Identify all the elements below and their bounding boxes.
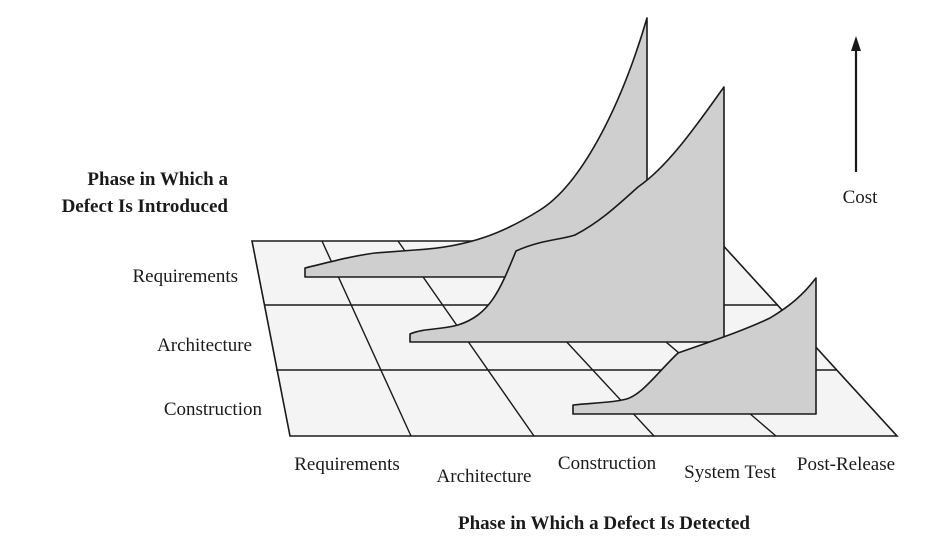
- detected-tick-post-release: Post-Release: [797, 454, 895, 475]
- detected-axis: Requirements Architecture Construction S…: [294, 453, 895, 534]
- detected-tick-requirements: Requirements: [294, 454, 400, 475]
- introduced-tick-construction: Construction: [164, 399, 263, 420]
- cost-axis: Cost: [843, 36, 879, 208]
- detected-tick-system-test: System Test: [684, 462, 776, 483]
- cost-label: Cost: [843, 187, 879, 208]
- detected-tick-construction: Construction: [558, 453, 657, 474]
- detected-axis-title: Phase in Which a Defect Is Detected: [458, 513, 750, 534]
- cost-surfaces: [304, 17, 817, 415]
- cost-surface-construction: [572, 277, 817, 415]
- introduced-axis: Phase in Which a Defect Is Introduced Re…: [62, 169, 263, 420]
- introduced-tick-requirements: Requirements: [132, 266, 238, 287]
- introduced-axis-title-line-1: Phase in Which a: [87, 169, 228, 190]
- arrow-up-icon: [851, 36, 861, 51]
- cost-surface-requirements: [304, 17, 648, 278]
- cost-surface-architecture: [409, 86, 725, 343]
- introduced-axis-title-line-2: Defect Is Introduced: [62, 196, 229, 217]
- detected-tick-architecture: Architecture: [437, 466, 532, 487]
- introduced-tick-architecture: Architecture: [157, 335, 252, 356]
